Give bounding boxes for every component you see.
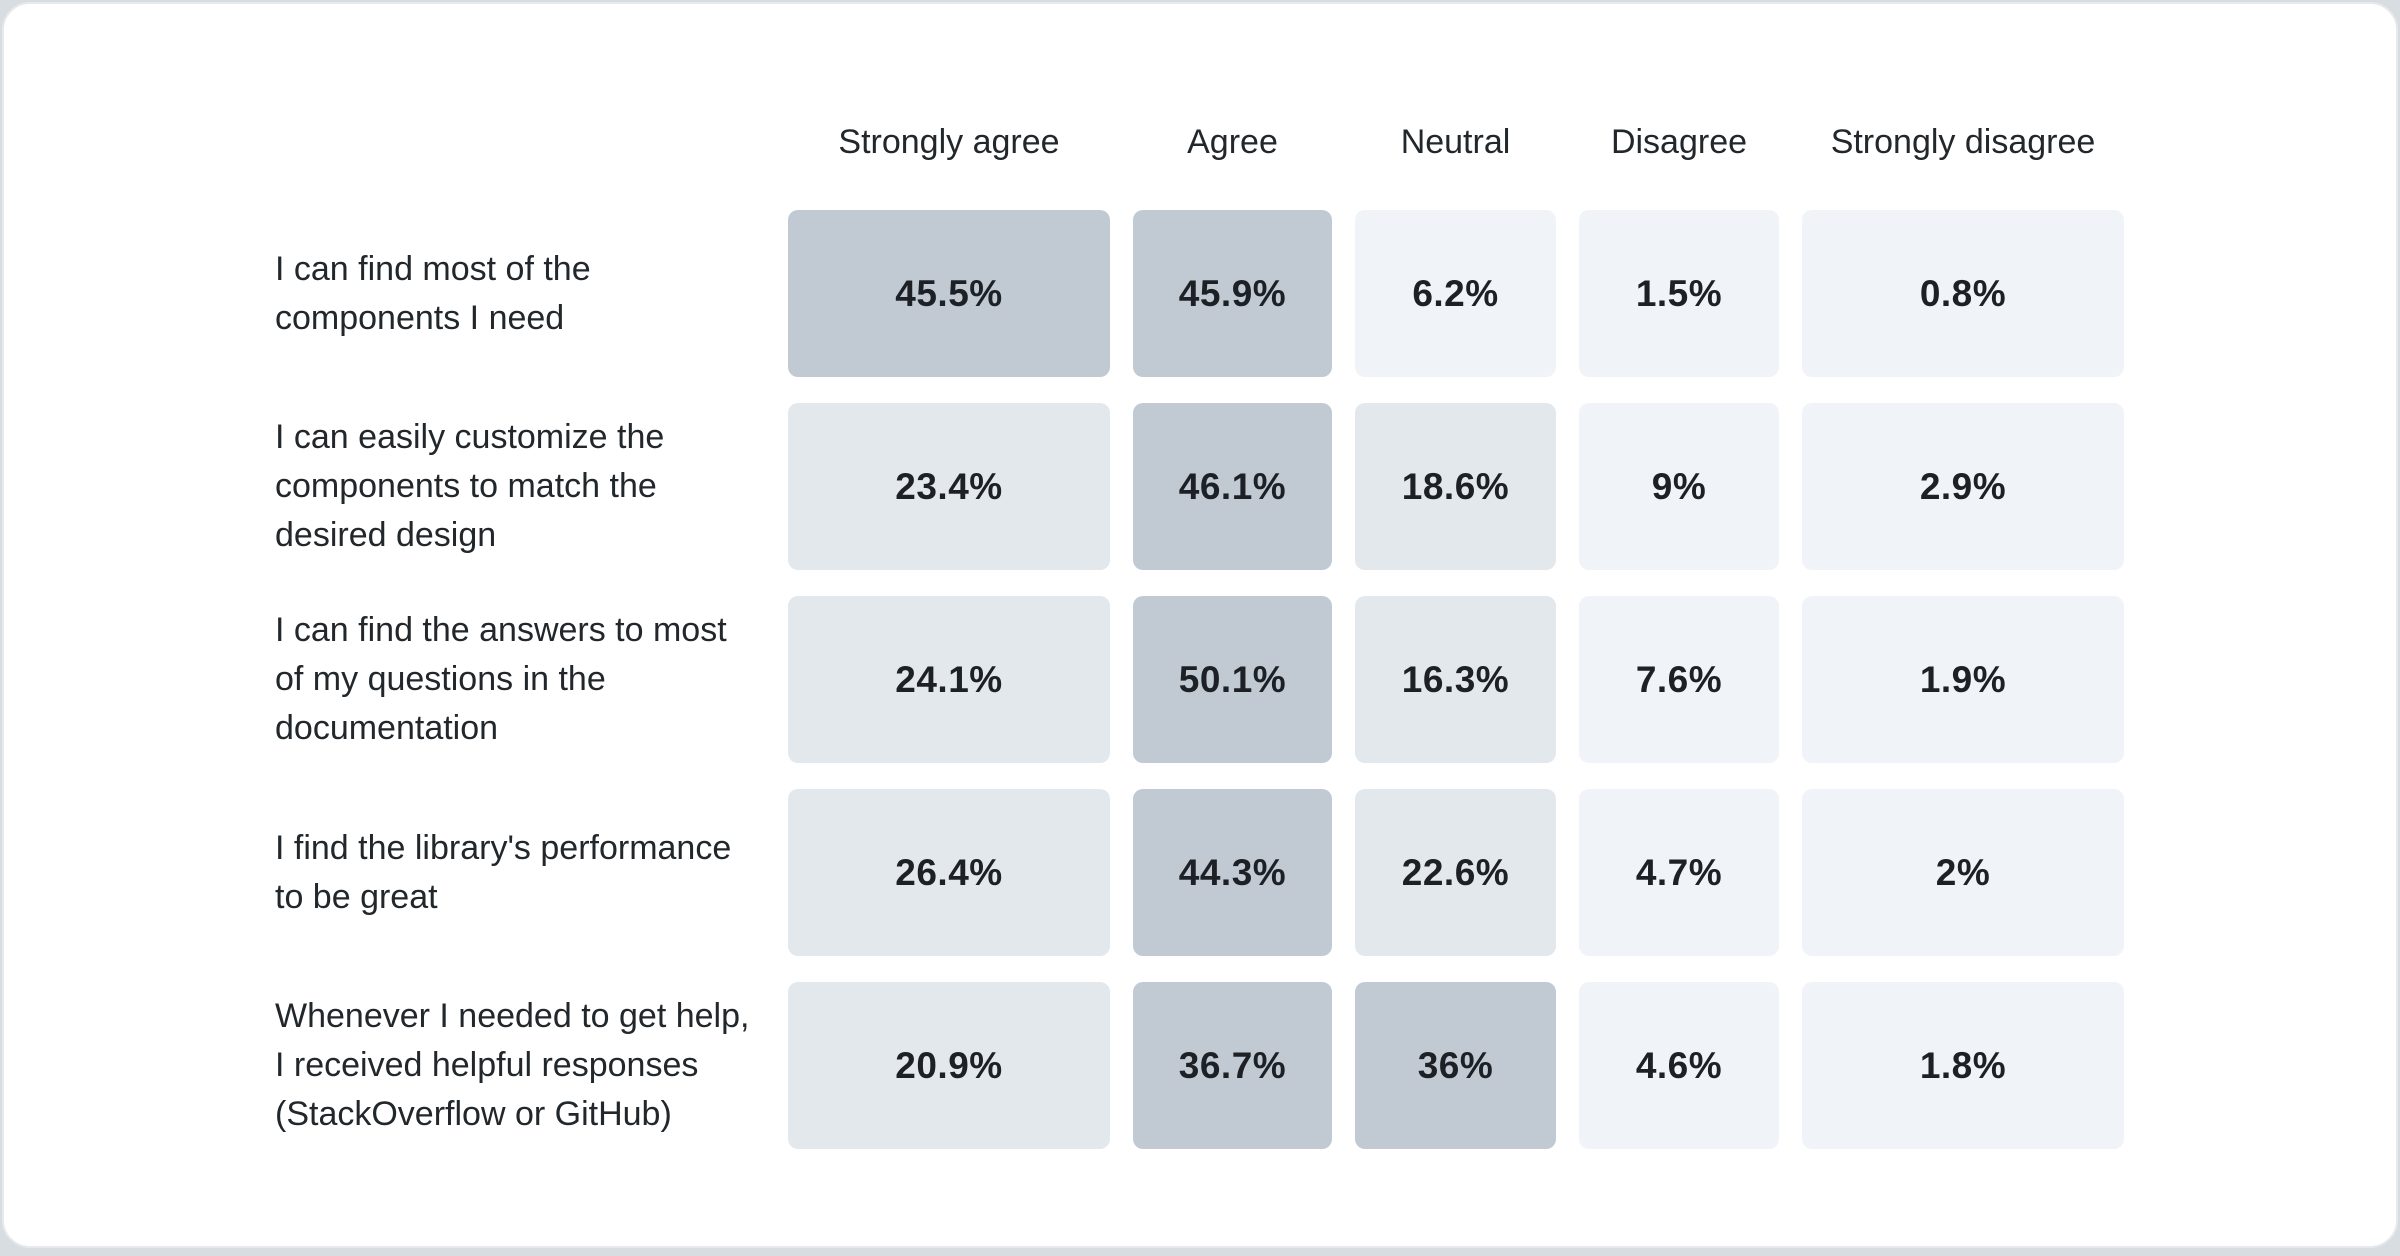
cell-value: 44.3%: [1178, 851, 1287, 893]
column-header-agree: Agree: [1187, 122, 1278, 161]
column-header-strongly-disagree: Strongly disagree: [1830, 122, 2096, 161]
heatmap-cell: 2%: [1802, 789, 2124, 956]
heatmap-cell: 1.9%: [1802, 596, 2124, 763]
cell-value: 1.9%: [1919, 658, 2007, 700]
cell-value: 36.7%: [1178, 1044, 1287, 1086]
column-header-disagree: Disagree: [1610, 122, 1748, 161]
heatmap-cell: 2.9%: [1802, 403, 2124, 570]
row-label-line: components to match the: [275, 467, 657, 505]
cell-value: 4.6%: [1635, 1044, 1723, 1086]
heatmap-cell: 18.6%: [1355, 403, 1556, 570]
row-label-line: I find the library's performance: [275, 828, 732, 867]
heatmap-cell: 4.6%: [1579, 982, 1779, 1149]
heatmap-cell: 6.2%: [1355, 210, 1556, 377]
heatmap-cell: 16.3%: [1355, 596, 1556, 763]
row-label-line: components I need: [275, 298, 565, 337]
cell-value: 22.6%: [1401, 851, 1510, 893]
heatmap-cell: 45.9%: [1133, 210, 1332, 377]
cell-value: 46.1%: [1178, 465, 1287, 507]
cell-value: 20.9%: [895, 1044, 1003, 1086]
cell-value: 26.4%: [895, 851, 1003, 893]
cell-value: 1.8%: [1919, 1044, 2007, 1086]
heatmap-cell: 0.8%: [1802, 210, 2124, 377]
column-header-neutral: Neutral: [1400, 122, 1511, 161]
heatmap-cell: 24.1%: [788, 596, 1110, 763]
row-label-line: of my questions in the: [275, 660, 606, 698]
cell-value: 23.4%: [895, 465, 1003, 507]
heatmap-cell: 7.6%: [1579, 596, 1779, 763]
cell-value: 24.1%: [895, 658, 1003, 700]
heatmap-cell: 36%: [1355, 982, 1556, 1149]
cell-value: 16.3%: [1401, 658, 1510, 700]
heatmap-cell: 46.1%: [1133, 403, 1332, 570]
heatmap-cell: 44.3%: [1133, 789, 1332, 956]
row-label: I can find most of the components I need: [275, 210, 765, 377]
heatmap-cell: 23.4%: [788, 403, 1110, 570]
row-label-line: documentation: [275, 709, 499, 747]
heatmap-cell: 36.7%: [1133, 982, 1332, 1149]
cell-value: 50.1%: [1178, 658, 1287, 700]
row-label-line: I can easily customize the: [275, 418, 665, 456]
row-label-line: desired design: [275, 516, 497, 554]
cell-value: 2%: [1935, 851, 1991, 893]
row-label: I find the library's performance to be gr…: [275, 789, 765, 956]
likert-heatmap: Strongly agree Agree Neutral Disagree Strong…: [4, 4, 2396, 1149]
cell-value: 9%: [1651, 465, 1707, 507]
cell-value: 2.9%: [1919, 465, 2007, 507]
heatmap-cell: 45.5%: [788, 210, 1110, 377]
heatmap-cell: 20.9%: [788, 982, 1110, 1149]
cell-value: 36%: [1417, 1044, 1494, 1086]
cell-value: 45.5%: [895, 272, 1003, 314]
heatmap-cell: 1.5%: [1579, 210, 1779, 377]
row-label-line: I can find most of the: [275, 249, 591, 288]
cell-value: 4.7%: [1635, 851, 1723, 893]
heatmap-cell: 1.8%: [1802, 982, 2124, 1149]
heatmap-cell: 26.4%: [788, 789, 1110, 956]
heatmap-cell: 22.6%: [1355, 789, 1556, 956]
cell-value: 1.5%: [1635, 272, 1723, 314]
row-label: Whenever I needed to get help, I received…: [275, 982, 765, 1149]
row-label: I can find the answers to most of my ques…: [275, 596, 765, 763]
cell-value: 18.6%: [1401, 465, 1510, 507]
corner-spacer: [275, 100, 765, 184]
cell-value: 0.8%: [1919, 272, 2007, 314]
heatmap-cell: 50.1%: [1133, 596, 1332, 763]
heatmap-cell: 4.7%: [1579, 789, 1779, 956]
cell-value: 6.2%: [1412, 272, 1499, 314]
cell-value: 45.9%: [1178, 272, 1287, 314]
row-label-line: I can find the answers to most: [275, 611, 727, 649]
row-label-line: I received helpful responses: [275, 1046, 699, 1084]
cell-value: 7.6%: [1635, 658, 1723, 700]
row-label-line: (StackOverflow or GitHub): [275, 1095, 672, 1133]
column-header-strongly-agree: Strongly agree: [838, 122, 1060, 161]
row-label: I can easily customize the components to …: [275, 403, 765, 570]
heatmap-cell: 9%: [1579, 403, 1779, 570]
row-label-line: Whenever I needed to get help,: [275, 997, 750, 1035]
row-label-line: to be great: [275, 877, 438, 916]
